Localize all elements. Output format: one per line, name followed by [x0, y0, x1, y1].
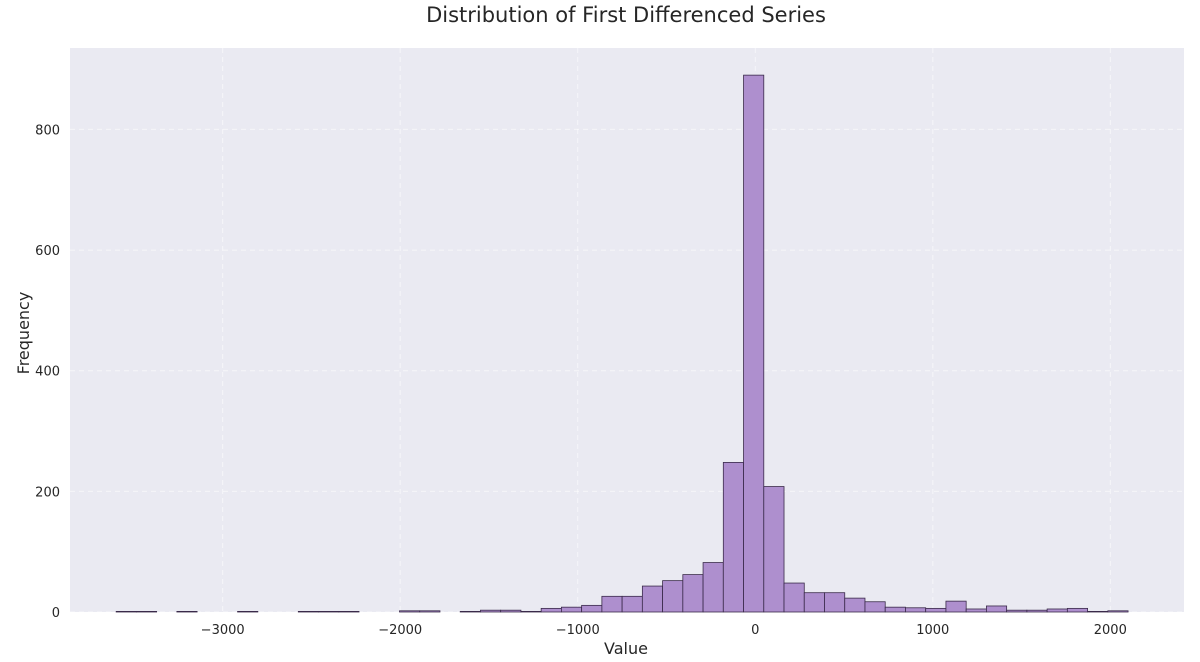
- histogram-bar: [925, 607, 947, 613]
- histogram-bar: [318, 610, 340, 613]
- histogram-bar: [135, 610, 158, 613]
- histogram-bar: [986, 605, 1008, 613]
- histogram-bar: [399, 610, 421, 613]
- histogram-bar: [682, 574, 704, 613]
- histogram-bar: [176, 610, 198, 613]
- histogram-bar: [844, 597, 866, 613]
- histogram-bar: [561, 606, 583, 613]
- histogram-bar: [500, 609, 522, 613]
- x-axis-ticks: −3000 −2000 −1000 0 1000 2000: [201, 623, 1127, 638]
- x-tick-label: −3000: [201, 623, 245, 638]
- histogram-bar: [965, 608, 987, 613]
- histogram-bar: [945, 600, 967, 613]
- histogram-bar: [520, 610, 542, 613]
- y-tick-label: 800: [35, 123, 60, 138]
- histogram-bar: [480, 609, 502, 613]
- histogram-bar: [1107, 610, 1129, 613]
- histogram-bar: [884, 606, 906, 613]
- y-tick-label: 0: [52, 606, 60, 621]
- x-axis-label: Value: [604, 639, 648, 658]
- histogram-bar: [662, 580, 684, 613]
- x-tick-label: 2000: [1094, 623, 1127, 638]
- histogram-bar: [722, 462, 744, 613]
- histogram-bar: [1046, 608, 1068, 613]
- x-tick-label: 0: [751, 623, 759, 638]
- histogram-bar: [743, 74, 765, 613]
- x-tick-label: 1000: [916, 623, 949, 638]
- histogram-bar: [824, 592, 846, 613]
- histogram-bar: [1026, 609, 1048, 613]
- histogram-bar: [297, 610, 319, 613]
- histogram-bars: [115, 74, 1129, 613]
- x-tick-label: −2000: [378, 623, 422, 638]
- y-axis-label: Frequency: [14, 292, 33, 375]
- histogram-bar: [783, 582, 805, 613]
- histogram-bar: [601, 595, 623, 613]
- histogram-bar: [581, 604, 603, 613]
- chart-title: Distribution of First Differenced Series: [426, 3, 826, 27]
- histogram-bar: [641, 585, 663, 613]
- y-tick-label: 400: [35, 365, 60, 380]
- x-tick-label: −1000: [556, 623, 600, 638]
- histogram-bar: [1087, 610, 1109, 613]
- y-tick-label: 600: [35, 244, 60, 259]
- plot-area: [70, 48, 1184, 612]
- y-tick-label: 200: [35, 485, 60, 500]
- histogram-bar: [702, 562, 724, 613]
- histogram-bar: [459, 610, 481, 613]
- histogram-bar: [115, 610, 137, 613]
- y-axis-ticks: 0 200 400 600 800: [35, 123, 60, 621]
- histogram-bar: [621, 595, 643, 613]
- histogram-bar: [864, 601, 886, 613]
- histogram-bar: [763, 486, 785, 613]
- histogram-bar: [338, 610, 360, 613]
- histogram-bar: [540, 607, 562, 613]
- histogram-bar: [419, 610, 441, 613]
- histogram-bar: [1006, 609, 1028, 613]
- histogram-bar: [237, 610, 259, 613]
- histogram-bar: [803, 592, 825, 613]
- histogram-bar: [905, 607, 927, 613]
- histogram-bar: [1066, 607, 1089, 613]
